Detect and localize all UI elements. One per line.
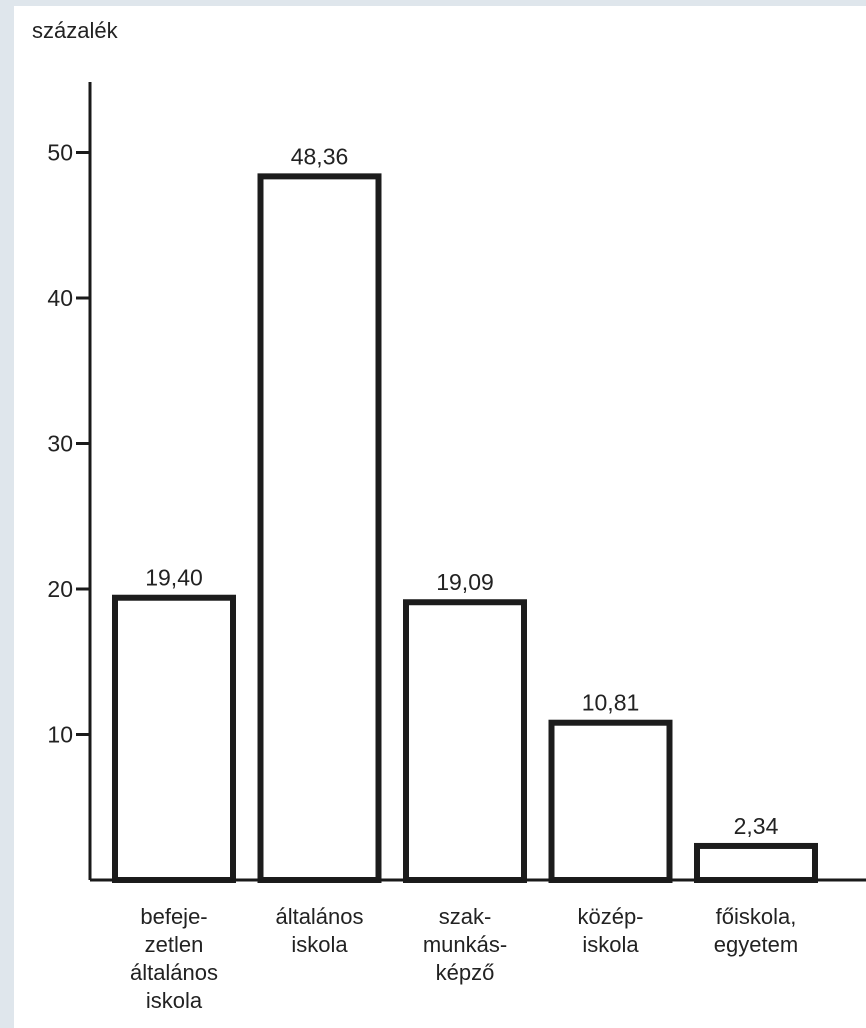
category-label: általános iskola <box>275 904 363 957</box>
bar-value-label: 19,40 <box>145 565 203 591</box>
category-label: közép-iskola <box>577 904 643 957</box>
category-labels: befeje-zetlen általános iskola általános isk… <box>130 904 798 1013</box>
y-tick-label: 40 <box>47 285 73 311</box>
y-axis-ticks: 10 20 30 40 50 <box>47 140 90 748</box>
category-label: szak-munkás-képző <box>423 904 507 985</box>
bar <box>403 599 527 883</box>
bar <box>694 842 818 884</box>
y-tick-label: 20 <box>47 576 73 602</box>
bar <box>257 173 382 883</box>
bar <box>112 594 236 883</box>
bar-value-label: 19,09 <box>436 569 494 595</box>
y-tick-label: 50 <box>47 140 73 166</box>
bar-value-label: 48,36 <box>291 143 349 169</box>
category-label: befeje-zetlen általános iskola <box>130 904 218 1013</box>
y-tick-label: 30 <box>47 431 73 457</box>
bar <box>548 719 673 883</box>
bar-value-label: 10,81 <box>582 690 640 716</box>
category-label: főiskola, egyetem <box>714 904 798 957</box>
y-axis-label: százalék <box>32 18 119 43</box>
bars: 19,40 48,36 19,09 10,81 2,34 <box>112 143 818 884</box>
y-tick-label: 10 <box>47 722 73 748</box>
bar-value-label: 2,34 <box>734 813 779 839</box>
